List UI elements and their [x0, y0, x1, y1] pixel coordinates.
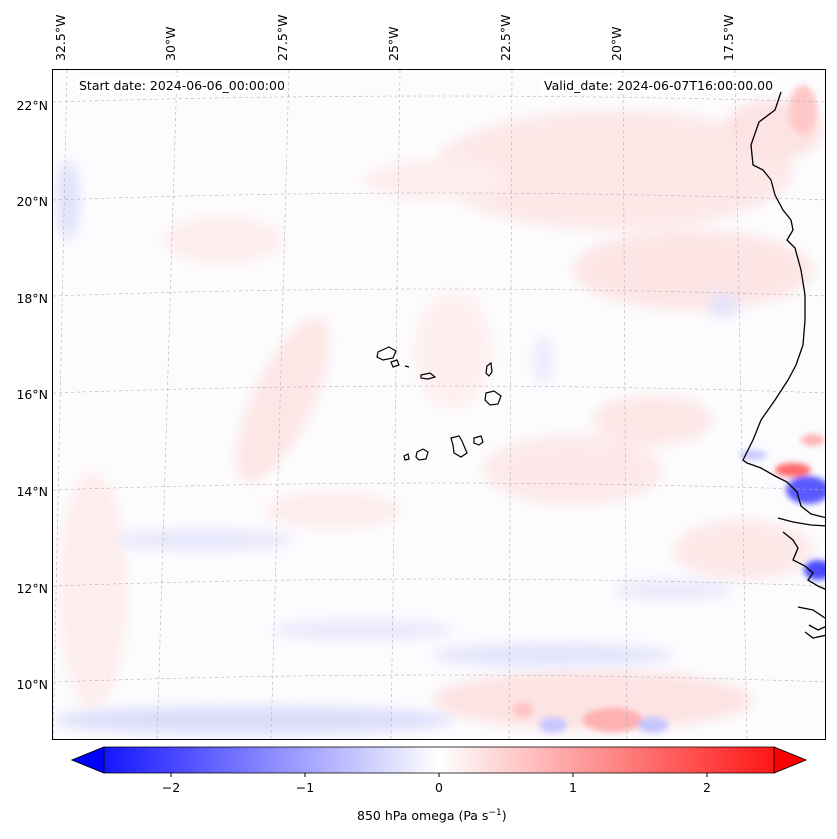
lat-label-18n: 18°N	[16, 291, 48, 306]
colorbar-min-extend	[70, 746, 105, 774]
colorbar-max-extend	[773, 746, 808, 774]
cape-verde-islands	[376, 346, 502, 461]
lat-label-14n: 14°N	[16, 484, 48, 499]
lon-label-25w: 25°W	[386, 26, 401, 61]
coastline-africa	[742, 91, 825, 639]
lon-label-30w: 30°W	[163, 26, 178, 61]
colorbar-tick-label: 0	[435, 780, 443, 795]
map-panel	[52, 69, 826, 740]
colorbar-tick-label: 2	[703, 780, 711, 795]
colorbar-title-text: 850 hPa omega (Pa s	[357, 808, 489, 824]
colorbar-title: 850 hPa omega (Pa s−1)	[357, 808, 507, 823]
omega-positive-patches	[58, 100, 823, 730]
lon-label-32-5w: 32.5°W	[53, 14, 68, 61]
coastal-omega-signals	[513, 85, 825, 733]
lat-label-10n: 10°N	[16, 677, 48, 692]
omega-field-map	[53, 70, 825, 739]
colorbar-tick-label: 1	[569, 780, 577, 795]
start-date-label: Start date: 2024-06-06_00:00:00	[76, 77, 288, 94]
lat-label-22n: 22°N	[16, 98, 48, 113]
omega-negative-patches	[53, 160, 738, 734]
colorbar-title-close: )	[501, 808, 507, 824]
lat-label-20n: 20°N	[16, 194, 48, 209]
lat-label-16n: 16°N	[16, 387, 48, 402]
colorbar-tick-label: −2	[161, 780, 181, 795]
colorbar-tick-label: −1	[295, 780, 315, 795]
gridlines	[53, 70, 825, 739]
valid-date-label: Valid_date: 2024-06-07T16:00:00.00	[541, 77, 777, 94]
lon-label-22-5w: 22.5°W	[498, 14, 513, 61]
lon-label-27-5w: 27.5°W	[275, 14, 290, 61]
lat-label-12n: 12°N	[16, 581, 48, 596]
colorbar-title-exponent: −1	[488, 808, 502, 818]
lon-label-17-5w: 17.5°W	[721, 14, 736, 61]
colorbar-bar	[70, 746, 808, 774]
lon-label-20w: 20°W	[609, 26, 624, 61]
